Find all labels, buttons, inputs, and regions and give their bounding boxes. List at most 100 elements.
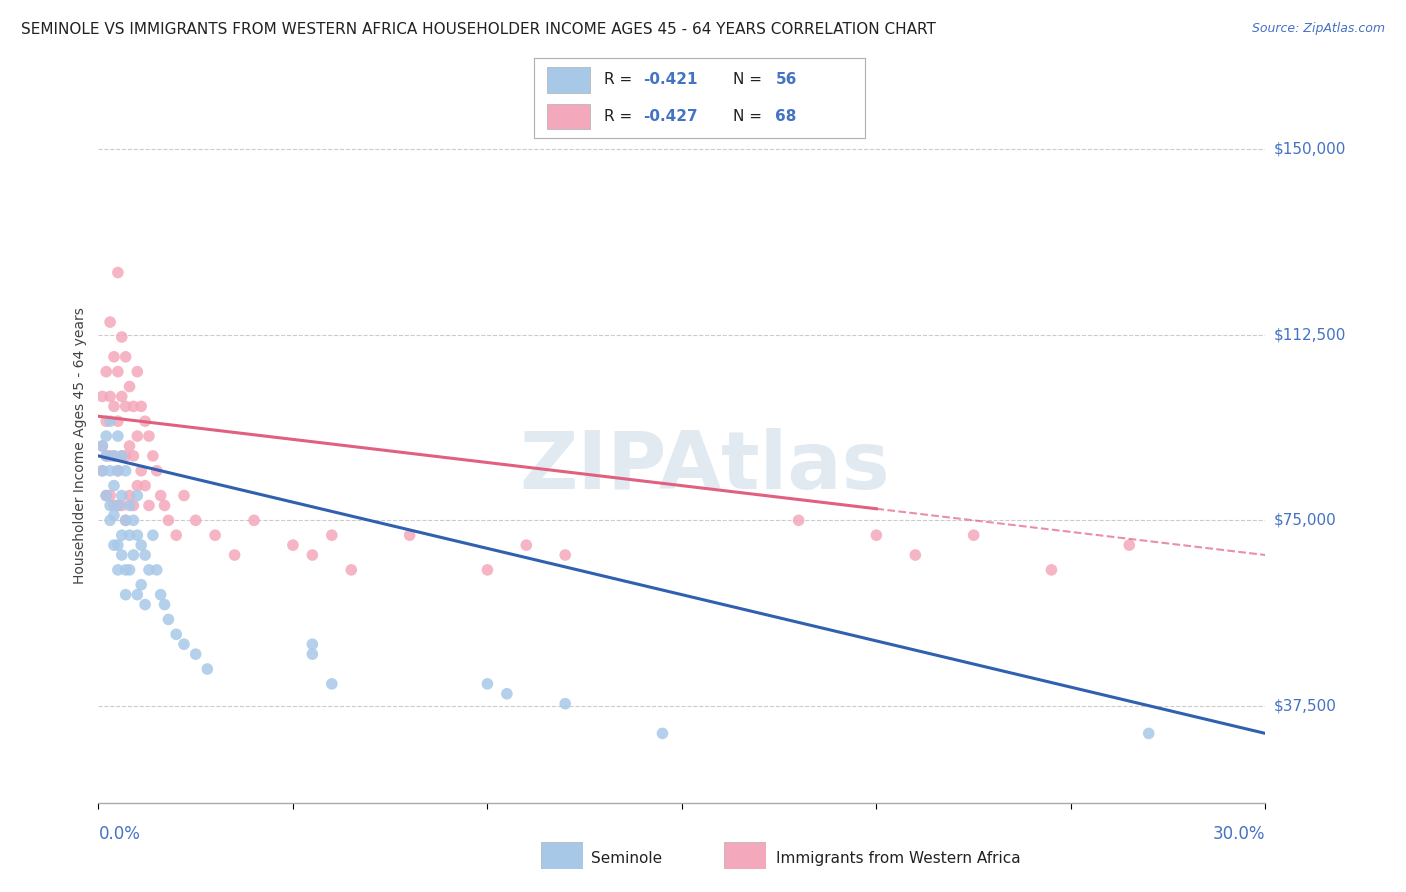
Point	[554, 697, 576, 711]
Point	[146, 563, 169, 577]
Point	[321, 528, 343, 542]
Point	[107, 464, 129, 478]
Point	[96, 489, 118, 503]
Point	[301, 647, 323, 661]
Point	[111, 499, 134, 513]
Text: N =: N =	[733, 109, 766, 124]
Point	[111, 449, 134, 463]
Point	[96, 449, 118, 463]
Point	[129, 538, 152, 552]
Point	[129, 400, 152, 414]
Point	[98, 389, 121, 403]
Point	[138, 563, 160, 577]
Point	[340, 563, 363, 577]
Point	[118, 439, 141, 453]
Point	[146, 464, 169, 478]
Point	[122, 449, 145, 463]
Point	[111, 449, 134, 463]
Bar	[547, 67, 591, 93]
Point	[787, 513, 810, 527]
Point	[114, 588, 136, 602]
Point	[111, 489, 134, 503]
Point	[91, 439, 114, 453]
Point	[129, 464, 152, 478]
Text: Seminole: Seminole	[591, 851, 662, 865]
Point	[904, 548, 927, 562]
Text: Immigrants from Western Africa: Immigrants from Western Africa	[776, 851, 1021, 865]
Text: 30.0%: 30.0%	[1213, 825, 1265, 843]
Point	[495, 687, 517, 701]
Text: N =: N =	[733, 72, 766, 87]
Point	[301, 548, 323, 562]
Point	[142, 449, 165, 463]
Point	[118, 489, 141, 503]
Point	[122, 400, 145, 414]
Point	[107, 499, 129, 513]
Point	[204, 528, 226, 542]
Text: Source: ZipAtlas.com: Source: ZipAtlas.com	[1251, 22, 1385, 36]
Point	[98, 414, 121, 428]
Point	[111, 528, 134, 542]
Point	[114, 449, 136, 463]
Point	[173, 637, 195, 651]
Point	[98, 464, 121, 478]
Point	[127, 528, 149, 542]
Point	[107, 365, 129, 379]
Point	[103, 350, 125, 364]
Text: $112,500: $112,500	[1274, 327, 1346, 342]
Point	[107, 499, 129, 513]
Point	[1040, 563, 1063, 577]
Point	[153, 499, 176, 513]
Point	[153, 598, 176, 612]
Point	[111, 548, 134, 562]
Point	[301, 637, 323, 651]
Text: $75,000: $75,000	[1274, 513, 1337, 528]
Point	[103, 508, 125, 523]
Text: 56: 56	[776, 72, 797, 87]
Point	[98, 315, 121, 329]
Point	[149, 489, 172, 503]
Point	[96, 414, 118, 428]
Point	[184, 647, 207, 661]
Point	[134, 414, 156, 428]
Point	[107, 464, 129, 478]
Point	[111, 330, 134, 344]
Bar	[547, 103, 591, 129]
Point	[103, 400, 125, 414]
Text: -0.427: -0.427	[644, 109, 697, 124]
Point	[107, 563, 129, 577]
Point	[321, 677, 343, 691]
Point	[134, 478, 156, 492]
Text: $150,000: $150,000	[1274, 141, 1346, 156]
Point	[114, 400, 136, 414]
Point	[127, 588, 149, 602]
Point	[98, 449, 121, 463]
Point	[127, 429, 149, 443]
Point	[138, 429, 160, 443]
Point	[127, 365, 149, 379]
Point	[118, 379, 141, 393]
Point	[398, 528, 420, 542]
Point	[118, 528, 141, 542]
Point	[165, 528, 187, 542]
Point	[96, 429, 118, 443]
Point	[962, 528, 984, 542]
Point	[138, 499, 160, 513]
Point	[243, 513, 266, 527]
Point	[157, 513, 180, 527]
Point	[142, 528, 165, 542]
Point	[98, 513, 121, 527]
Point	[165, 627, 187, 641]
Point	[554, 548, 576, 562]
Point	[114, 464, 136, 478]
Text: R =: R =	[603, 72, 637, 87]
Point	[184, 513, 207, 527]
Point	[651, 726, 673, 740]
Point	[122, 513, 145, 527]
Point	[134, 548, 156, 562]
Point	[477, 563, 499, 577]
Point	[122, 548, 145, 562]
Point	[129, 578, 152, 592]
Y-axis label: Householder Income Ages 45 - 64 years: Householder Income Ages 45 - 64 years	[73, 308, 87, 584]
Point	[107, 429, 129, 443]
